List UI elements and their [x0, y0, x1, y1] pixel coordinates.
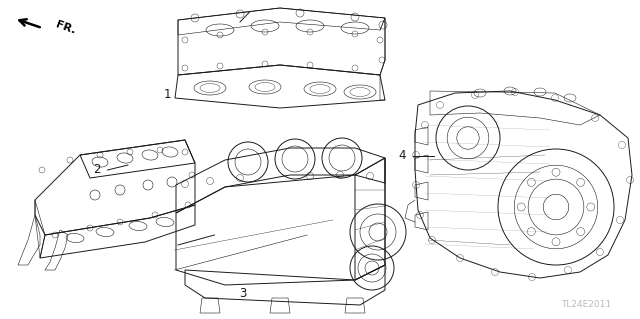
Text: 1: 1 [164, 88, 172, 100]
Text: TL24E2011: TL24E2011 [561, 300, 611, 309]
Text: 2: 2 [93, 163, 101, 175]
Text: 3: 3 [239, 287, 247, 300]
Text: FR.: FR. [54, 20, 77, 36]
Text: 4: 4 [398, 149, 406, 162]
